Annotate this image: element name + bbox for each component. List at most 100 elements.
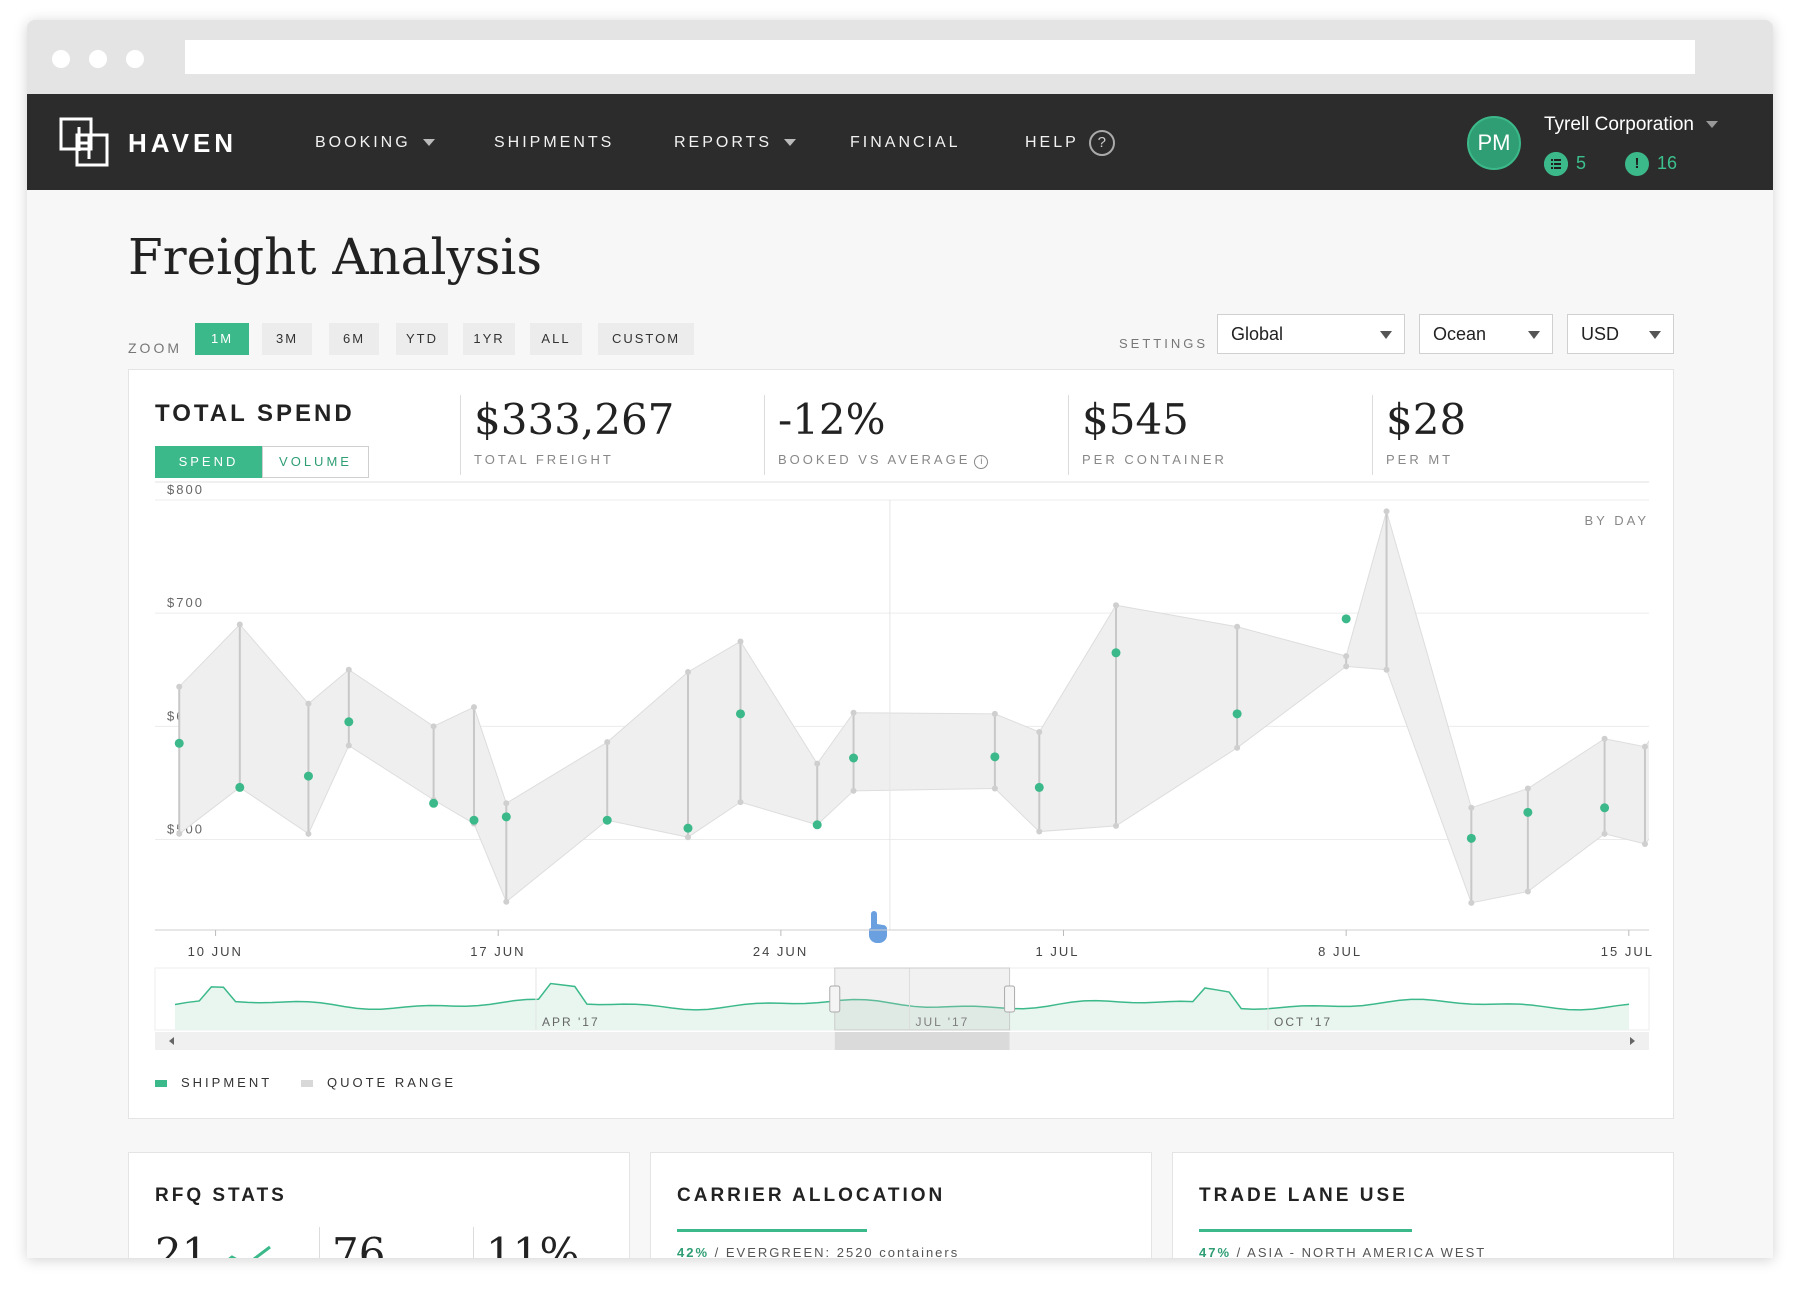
quote-range-max-point [305, 700, 312, 707]
list-icon [1544, 152, 1568, 176]
window-close-dot[interactable] [52, 50, 70, 68]
stat-per-mt: $28 PER MT [1372, 395, 1466, 475]
haven-logo-icon[interactable] [59, 117, 111, 169]
quote-range-max-point [1641, 743, 1648, 750]
shipment-point [1232, 709, 1242, 719]
shipment-point [344, 717, 354, 727]
mode-select-value: Ocean [1433, 324, 1487, 344]
address-bar[interactable] [185, 40, 1695, 74]
selection-drag-handle[interactable] [829, 985, 841, 1013]
quote-range-max-point [604, 739, 611, 746]
caret-down-icon [1380, 331, 1392, 339]
nav-help[interactable]: HELP? [1025, 130, 1115, 156]
quote-range-max-point [737, 638, 744, 645]
quote-range-min-point [305, 830, 312, 837]
currency-select-value: USD [1581, 324, 1620, 344]
tasks-badge[interactable]: 5 [1544, 152, 1586, 176]
carrier-allocation-text: 42% / EVERGREEN: 2520 containers [677, 1245, 959, 1258]
quote-range-max-point [176, 683, 183, 690]
quote-range-max-point [850, 709, 857, 716]
zoom-6m-button[interactable]: 6M [329, 323, 379, 355]
caret-down-icon [1528, 331, 1540, 339]
help-icon[interactable]: ? [1088, 130, 1115, 156]
currency-select[interactable]: USD [1567, 314, 1674, 354]
user-avatar[interactable]: PM [1467, 116, 1521, 170]
rfq-stats-card: RFQ STATS 21 76 11% [128, 1152, 630, 1258]
nav-shipments-label: SHIPMENTS [494, 134, 615, 151]
nav-reports[interactable]: REPORTS [674, 134, 797, 152]
carrier-allocation-pct: 42% [677, 1245, 710, 1258]
quote-range-max-point [1601, 735, 1608, 742]
carrier-allocation-title: CARRIER ALLOCATION [677, 1185, 946, 1206]
quote-range-min-point [503, 898, 510, 905]
company-name: Tyrell Corporation [1544, 114, 1694, 135]
quote-range-max-point [1113, 602, 1120, 609]
divider [319, 1227, 320, 1258]
shipment-point [1600, 803, 1610, 813]
scroll-right-icon[interactable] [1630, 1037, 1635, 1045]
quote-range-max-point [1036, 728, 1043, 735]
alerts-badge[interactable]: ! 16 [1625, 152, 1677, 176]
shipment-point [1111, 648, 1121, 658]
quote-range-max-point [814, 760, 821, 767]
selection-drag-handle[interactable] [1004, 985, 1016, 1013]
legend-label: QUOTE RANGE [327, 1075, 457, 1090]
quote-range-max-point [345, 666, 352, 673]
trade-lane-text: 47% / ASIA - NORTH AMERICA WEST [1199, 1245, 1486, 1258]
company-switcher[interactable]: Tyrell Corporation [1544, 114, 1718, 136]
overview-period-label: OCT '17 [1274, 1015, 1332, 1029]
mode-select[interactable]: Ocean [1419, 314, 1553, 354]
stat-per-container: $545 PER CONTAINER [1068, 395, 1227, 475]
nav-reports-label: REPORTS [674, 134, 773, 151]
rfq-stats-title: RFQ STATS [155, 1185, 287, 1206]
overview-scrollbar-thumb[interactable] [834, 1032, 1010, 1050]
page-title: Freight Analysis [128, 228, 543, 286]
nav-financial[interactable]: FINANCIAL [850, 134, 961, 152]
stat-label: PER MT [1386, 452, 1454, 467]
trade-lane-detail: / ASIA - NORTH AMERICA WEST [1236, 1245, 1487, 1258]
info-icon[interactable]: i [974, 455, 989, 469]
quote-range-max-point [430, 723, 437, 730]
zoom-1yr-button[interactable]: 1YR [463, 323, 515, 355]
browser-window: HAVEN BOOKING SHIPMENTS REPORTS FINANCIA… [27, 20, 1773, 1258]
zoom-all-button[interactable]: ALL [530, 323, 582, 355]
zoom-3m-button[interactable]: 3M [262, 323, 312, 355]
quote-range-min-point [1036, 828, 1043, 835]
scroll-left-icon[interactable] [169, 1037, 174, 1045]
quote-range-min-point [1234, 744, 1241, 751]
overview-period-label: JUL '17 [915, 1015, 969, 1029]
nav-booking[interactable]: BOOKING [315, 134, 435, 152]
top-nav: HAVEN BOOKING SHIPMENTS REPORTS FINANCIA… [27, 94, 1773, 190]
carrier-allocation-card: CARRIER ALLOCATION 42% / EVERGREEN: 2520… [650, 1152, 1152, 1258]
total-spend-title: TOTAL SPEND [155, 400, 355, 427]
region-select[interactable]: Global [1217, 314, 1405, 354]
granularity-label: BY DAY [1585, 513, 1649, 528]
window-minimize-dot[interactable] [89, 50, 107, 68]
shipment-point [501, 812, 511, 822]
quote-range-min-point [1343, 663, 1350, 670]
stat-label: TOTAL FREIGHT [474, 452, 614, 467]
shipment-point [1034, 782, 1044, 792]
shipment-point [469, 815, 479, 825]
quote-range-max-point [1343, 653, 1350, 660]
stat-value: $333,267 [474, 395, 675, 444]
x-tick-label: 10 JUN [188, 944, 243, 959]
zoom-ytd-button[interactable]: YTD [396, 323, 448, 355]
rfq-value-3: 11% [486, 1229, 580, 1258]
zoom-1m-button[interactable]: 1M [195, 323, 249, 355]
zoom-custom-button[interactable]: CUSTOM [598, 323, 694, 355]
window-maximize-dot[interactable] [126, 50, 144, 68]
stat-label: PER CONTAINER [1082, 452, 1227, 467]
stat-label: BOOKED VS AVERAGE i [778, 452, 989, 469]
alert-icon: ! [1625, 152, 1649, 176]
spend-toggle[interactable]: SPEND [155, 446, 262, 478]
region-select-value: Global [1231, 324, 1284, 344]
shipment-point [683, 823, 693, 833]
volume-toggle[interactable]: VOLUME [262, 446, 369, 478]
brand-name[interactable]: HAVEN [128, 128, 238, 158]
quote-range-min-point [176, 830, 183, 837]
stat-value: $545 [1082, 395, 1189, 444]
quote-range-min-point [850, 787, 857, 794]
nav-shipments[interactable]: SHIPMENTS [494, 134, 614, 152]
